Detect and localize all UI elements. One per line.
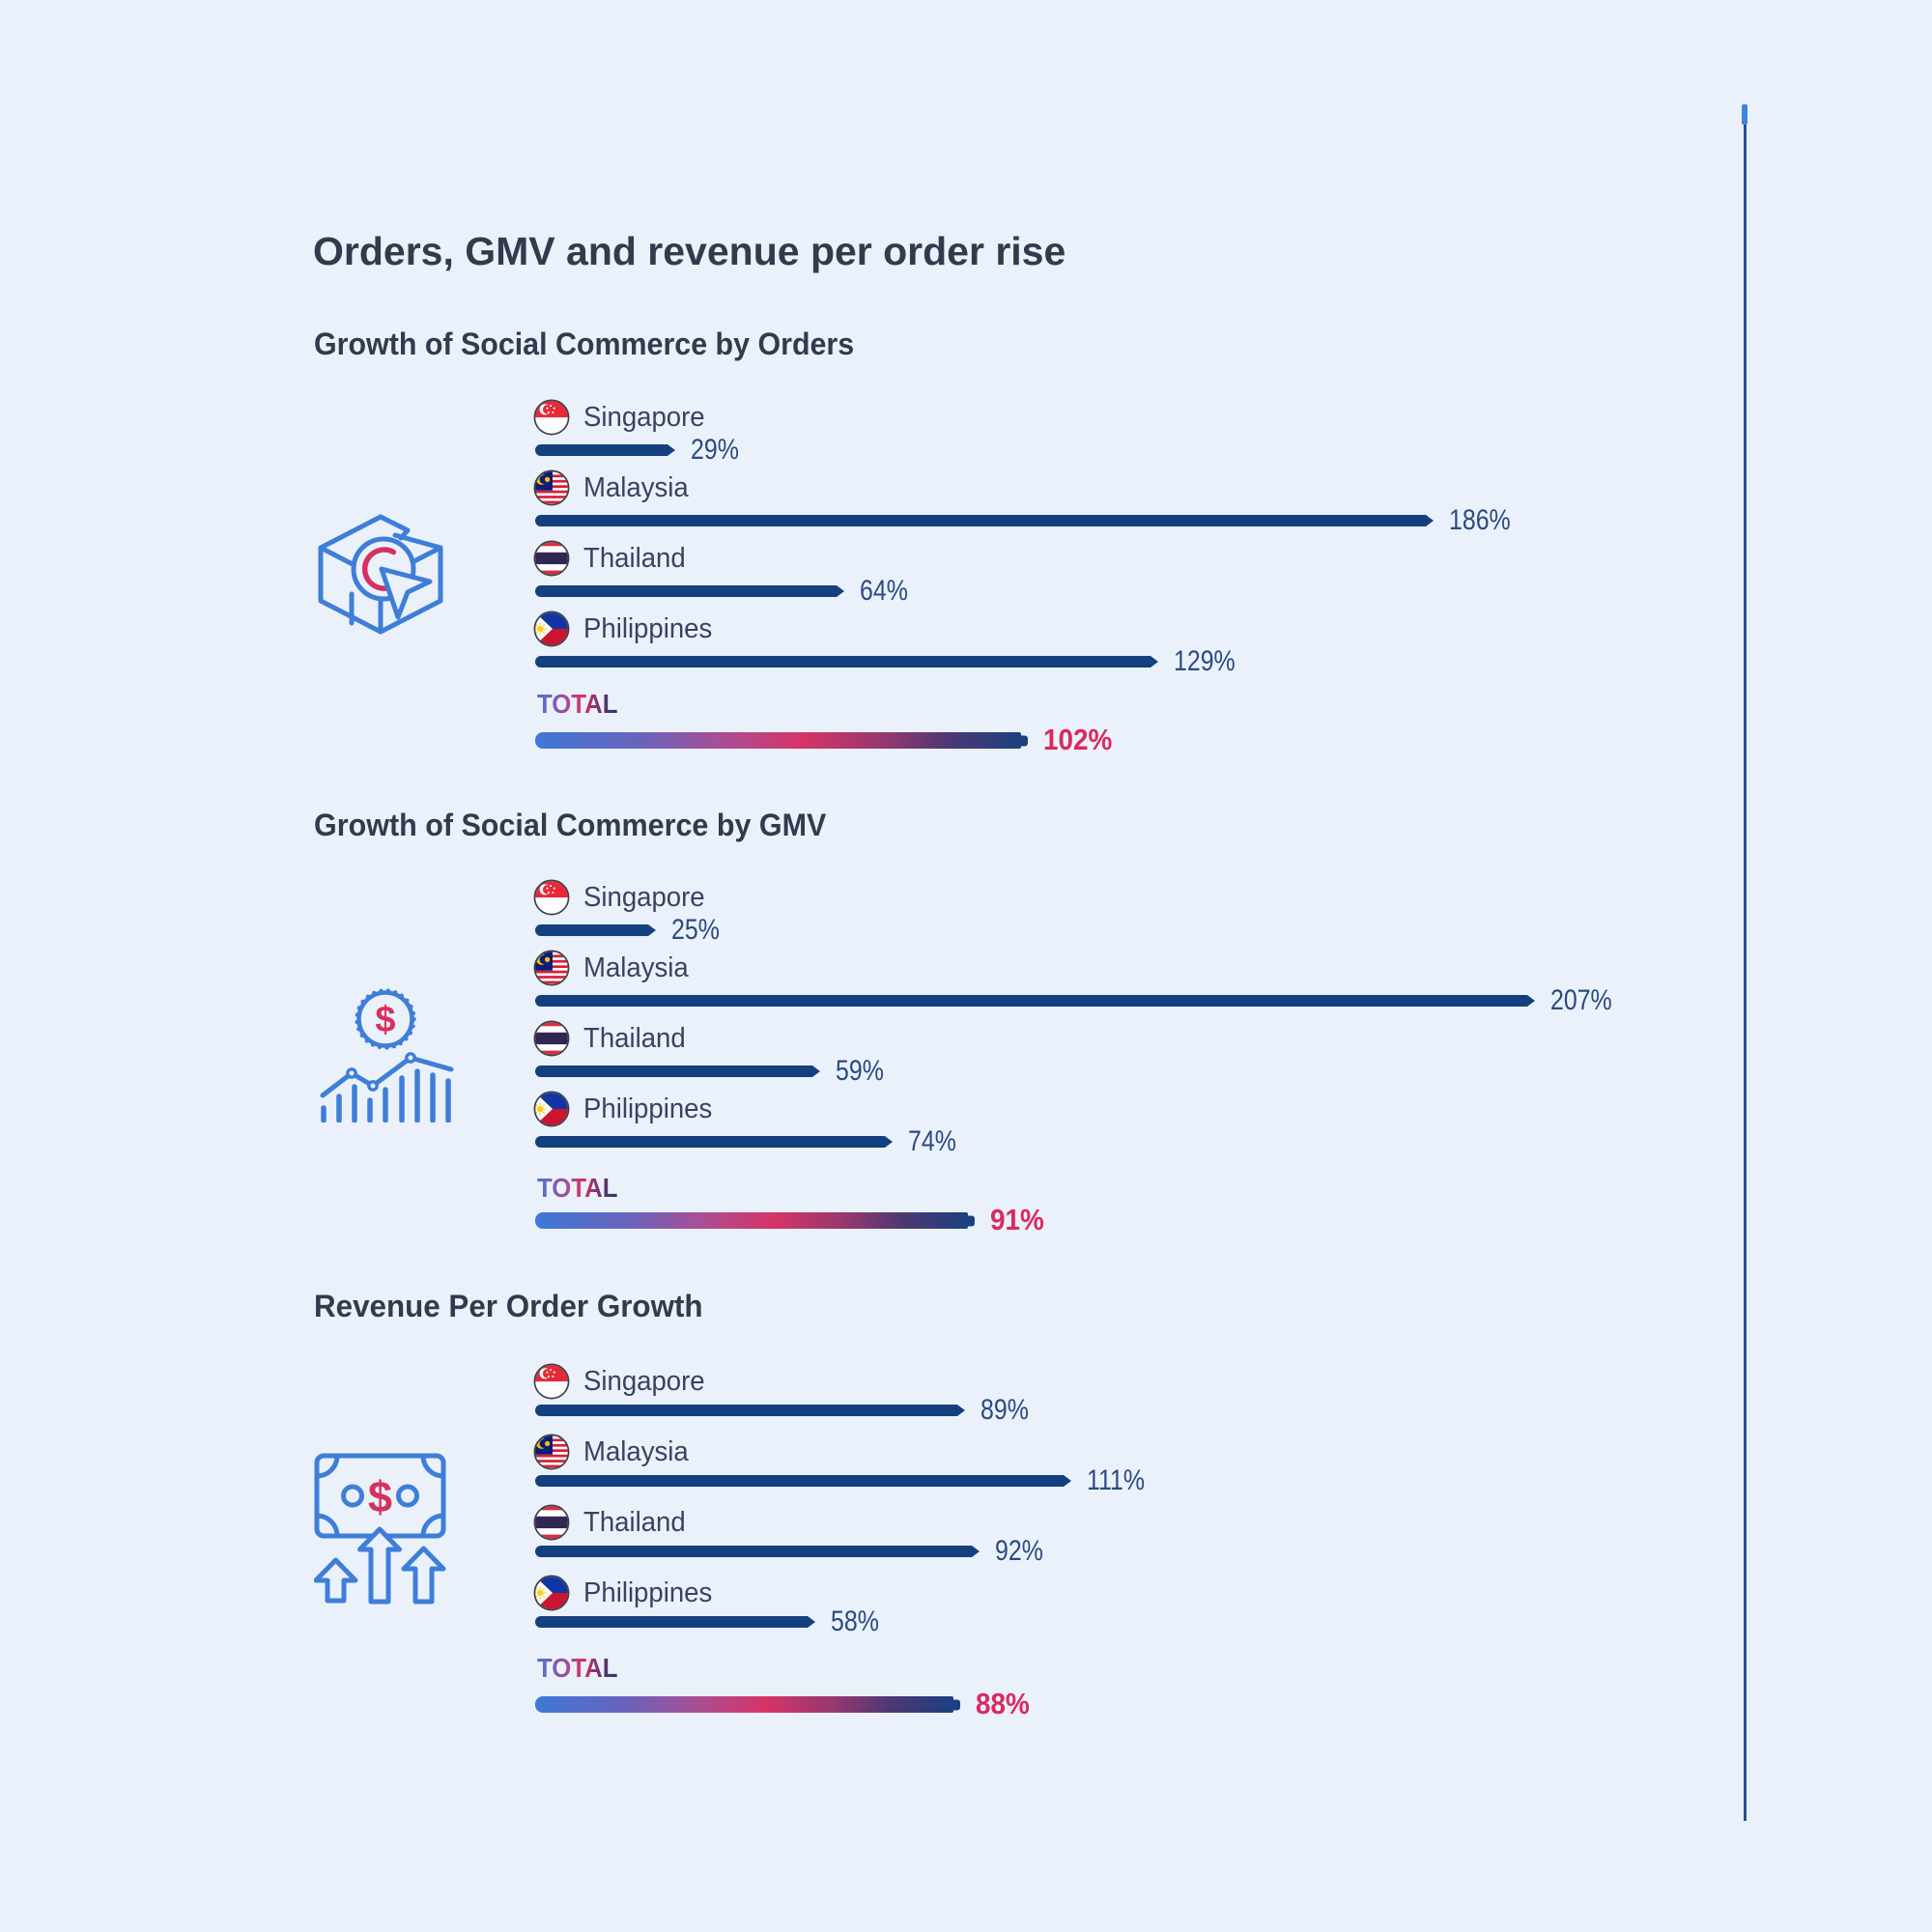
svg-text:$: $ — [368, 1472, 392, 1521]
svg-text:$: $ — [375, 1000, 395, 1040]
